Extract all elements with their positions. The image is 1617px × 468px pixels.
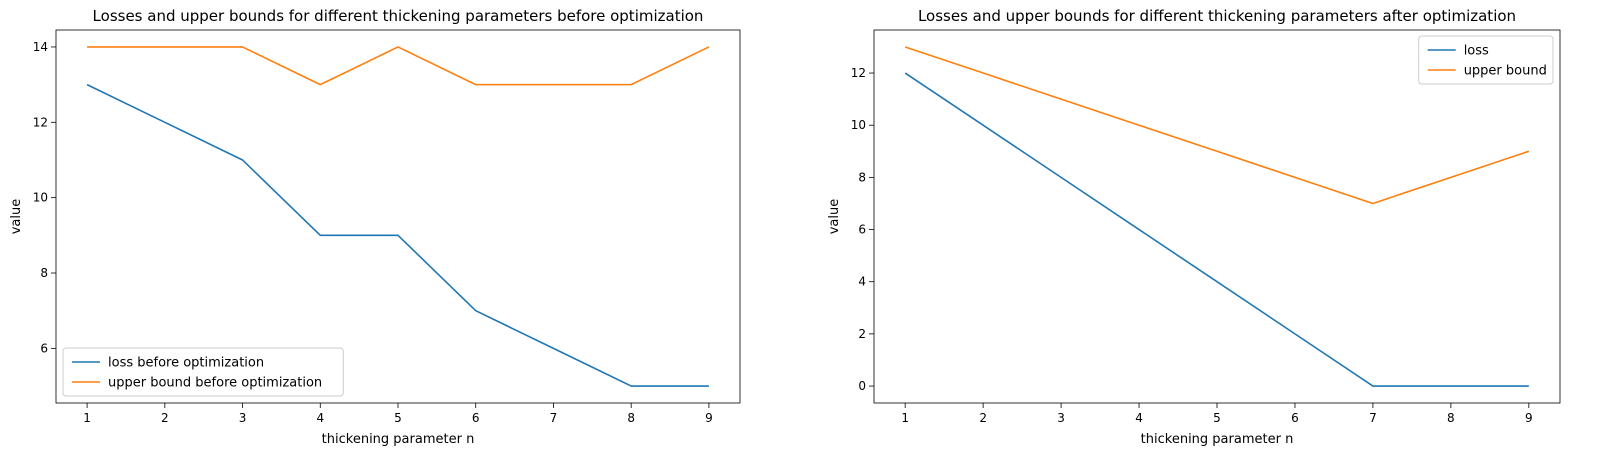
y-tick-label: 8: [40, 266, 48, 280]
x-tick-label: 2: [161, 411, 169, 425]
legend: loss upper bound: [1418, 35, 1554, 85]
legend-box: [1418, 35, 1554, 85]
plot-frame: [873, 29, 1561, 404]
y-tick-label: 0: [858, 379, 866, 393]
x-axis-label: thickening parameter n: [1141, 432, 1294, 447]
y-tick-label: 8: [858, 170, 866, 184]
y-tick-label: 10: [33, 191, 48, 205]
legend-label: upper bound before optimization: [108, 376, 322, 391]
x-tick-label: 8: [627, 411, 635, 425]
y-tick-label: 2: [858, 327, 866, 341]
y-axis-label: value: [827, 199, 842, 235]
legend-box: [62, 347, 344, 397]
x-tick-label: 5: [1213, 411, 1221, 425]
x-axis-label: thickening parameter n: [322, 432, 475, 447]
y-tick-label: 14: [33, 40, 48, 54]
x-tick-label: 6: [472, 411, 480, 425]
legend: loss before optimization upper bound befo…: [62, 347, 344, 397]
x-tick-label: 8: [1447, 411, 1455, 425]
y-tick-label: 12: [33, 115, 48, 129]
x-tick-label: 6: [1291, 411, 1299, 425]
chart-title: Losses and upper bounds for different th…: [918, 7, 1516, 25]
chart-panel-2: Losses and upper bounds for different th…: [827, 7, 1561, 447]
x-tick-label: 7: [1369, 411, 1377, 425]
x-tick-label: 3: [1057, 411, 1065, 425]
chart-title: Losses and upper bounds for different th…: [93, 7, 704, 25]
series-line-2: [87, 46, 710, 86]
series-line-1: [904, 72, 1529, 387]
y-tick-label: 10: [851, 118, 866, 132]
plot-frame: [55, 29, 741, 404]
x-tick-label: 7: [550, 411, 558, 425]
x-tick-label: 9: [705, 411, 713, 425]
y-tick-label: 6: [40, 341, 48, 355]
x-tick-label: 2: [979, 411, 987, 425]
chart-panel-1: Losses and upper bounds for different th…: [9, 7, 741, 447]
legend-label: loss: [1464, 44, 1489, 59]
y-tick-label: 4: [858, 275, 866, 289]
y-tick-label: 6: [858, 223, 866, 237]
x-tick-label: 5: [394, 411, 402, 425]
x-tick-label: 1: [83, 411, 91, 425]
y-tick-label: 12: [851, 66, 866, 80]
legend-label: loss before optimization: [108, 356, 264, 371]
y-axis-label: value: [9, 199, 24, 235]
series-line-2: [904, 46, 1530, 205]
series-line-1: [86, 83, 709, 387]
x-tick-label: 9: [1525, 411, 1533, 425]
x-tick-label: 4: [316, 411, 324, 425]
x-tick-label: 4: [1135, 411, 1143, 425]
legend-label: upper bound: [1464, 64, 1547, 79]
x-tick-label: 3: [239, 411, 247, 425]
x-tick-label: 1: [901, 411, 909, 425]
